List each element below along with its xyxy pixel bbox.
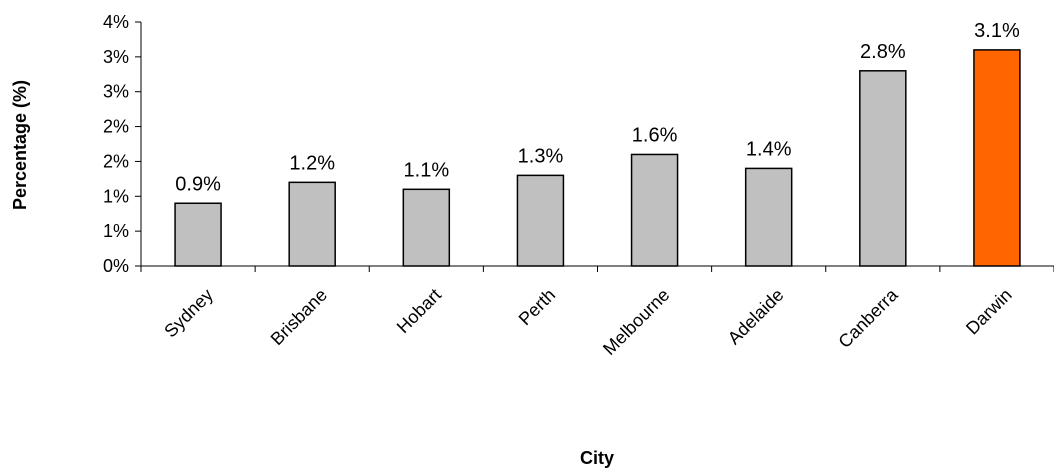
x-tick-label-brisbane: Brisbane [267,285,331,349]
data-label-darwin: 3.1% [974,20,1020,42]
x-tick-label-adelaide: Adelaide [724,285,788,349]
data-label-hobart: 1.1% [404,159,450,181]
data-label-melbourne: 1.6% [632,124,678,146]
y-tick-label: 4% [103,12,129,32]
data-label-brisbane: 1.2% [289,152,335,174]
y-tick-label: 2% [103,117,129,137]
bar-brisbane [288,181,336,267]
data-label-sydney: 0.9% [175,173,221,195]
y-axis: 0% 1% 1% 2% 2% 3% 3% 4% [103,12,142,276]
x-tick-label-sydney: Sydney [160,285,217,342]
bar-adelaide [744,167,793,267]
bar-melbourne [630,153,679,267]
x-tick-label-melbourne: Melbourne [599,285,673,359]
x-tick-label-perth: Perth [515,285,560,330]
y-tick-label: 1% [103,186,129,206]
bar-perth [516,174,565,267]
x-tick-label-darwin: Darwin [962,285,1016,339]
data-label-canberra: 2.8% [860,41,906,63]
y-tick-label: 2% [103,151,129,171]
bar-darwin [973,49,1021,267]
x-tick-label-hobart: Hobart [393,285,445,337]
data-labels: 0.9% 1.2% 1.1% 1.3% 1.6% 1.4% 2.8% 3.1% [175,20,1020,195]
bars [174,49,1021,267]
x-axis-title: City [580,448,614,468]
bar-sydney [174,202,222,267]
data-label-perth: 1.3% [518,145,564,167]
x-tick-label-canberra: Canberra [834,284,902,352]
category-labels: Sydney Brisbane Hobart Perth Melbourne Adelai… [160,284,1015,359]
bar-canberra [859,70,907,267]
x-axis [140,265,1054,272]
y-tick-label: 1% [103,221,129,241]
y-tick-label: 3% [103,82,129,102]
y-axis-title: Percentage (%) [10,80,30,210]
bar-hobart [402,188,451,267]
y-tick-label: 3% [103,47,129,67]
data-label-adelaide: 1.4% [746,138,792,160]
y-tick-label: 0% [103,256,129,276]
